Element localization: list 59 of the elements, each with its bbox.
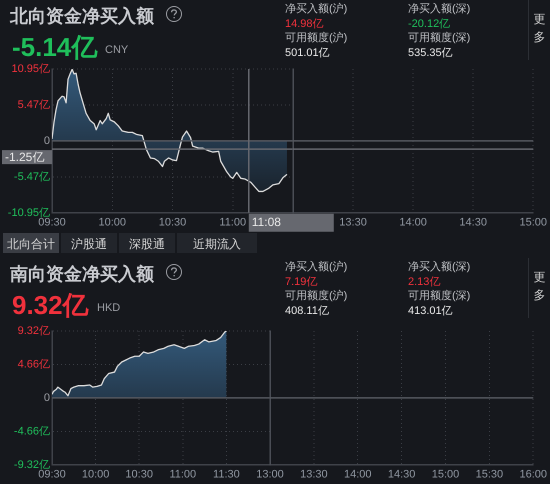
- x-tick-label: 15:00: [519, 216, 547, 228]
- text: 413.01亿: [408, 304, 453, 318]
- text: 净买入额(沪): [285, 2, 348, 16]
- text: 净买入额(沪): [285, 260, 348, 274]
- text: 近期流入: [176, 232, 258, 254]
- x-tick-label: 13:30: [339, 216, 367, 228]
- text: 14.98亿: [285, 16, 324, 30]
- x-tick-label: 14:00: [399, 216, 427, 228]
- x-tick-label: 11:30: [213, 468, 240, 480]
- text: -20.12亿: [408, 16, 450, 30]
- x-tick-label: 10:30: [158, 216, 186, 228]
- text: -5.14亿: [12, 31, 98, 64]
- text: 可用额度(深): [408, 30, 470, 45]
- y-tick-label: 5.47亿: [18, 99, 50, 112]
- x-tick-label: 15:00: [432, 468, 460, 480]
- text: 535.35亿: [408, 46, 453, 60]
- x-tick-label: 10:30: [125, 468, 153, 480]
- text: 沪股通: [60, 232, 118, 254]
- ref-line-label: -1.25亿: [5, 150, 44, 164]
- y-tick-label: -5.47亿: [14, 170, 50, 183]
- x-tick-label: 14:30: [388, 468, 416, 480]
- y-tick-label: -4.66亿: [14, 425, 50, 438]
- text: 更多: [532, 269, 546, 304]
- text: 深股通: [118, 232, 176, 254]
- y-tick-label: 9.32亿: [18, 325, 50, 338]
- y-tick-label: 0: [44, 134, 50, 147]
- text: CNY: [105, 44, 128, 56]
- y-tick-label: -10.95亿: [8, 206, 50, 219]
- x-tick-label: 10:00: [98, 216, 126, 228]
- text: 可用额度(沪): [285, 288, 348, 303]
- x-tick-label: 09:30: [38, 216, 66, 228]
- text: 408.11亿: [285, 304, 329, 318]
- text: 更多: [532, 11, 546, 46]
- x-tick-label: 09:30: [38, 468, 66, 480]
- text: 可用额度(沪): [285, 30, 348, 45]
- y-tick-label: -9.32亿: [14, 458, 50, 471]
- text: 净买入额(深): [408, 260, 470, 274]
- chart-title: 北向资金净买入额: [10, 5, 154, 28]
- x-tick-label: 10:00: [82, 468, 110, 480]
- ref-line-label: 11:08: [252, 215, 282, 230]
- x-tick-label: 11:00: [219, 216, 246, 228]
- text: 2.13亿: [408, 274, 440, 288]
- text: 501.01亿: [285, 46, 330, 60]
- y-tick-label: 0: [44, 392, 50, 404]
- y-tick-label: 10.95亿: [11, 63, 50, 76]
- text: 净买入额(深): [408, 2, 470, 16]
- x-tick-label: 16:00: [519, 468, 547, 480]
- text: 北向合计: [2, 232, 60, 254]
- text: 7.19亿: [285, 274, 318, 288]
- chart-title: 南向资金净买入额: [10, 263, 154, 286]
- text: HKD: [97, 302, 120, 314]
- text: 可用额度(深): [408, 288, 470, 303]
- y-tick-label: 4.66亿: [18, 358, 50, 370]
- x-tick-label: 11:00: [169, 468, 196, 480]
- x-tick-label: 13:30: [300, 468, 328, 480]
- x-tick-label: 14:00: [344, 468, 372, 480]
- x-tick-label: 14:30: [459, 216, 487, 228]
- x-tick-label: 13:00: [256, 468, 284, 480]
- x-tick-label: 15:30: [476, 468, 504, 480]
